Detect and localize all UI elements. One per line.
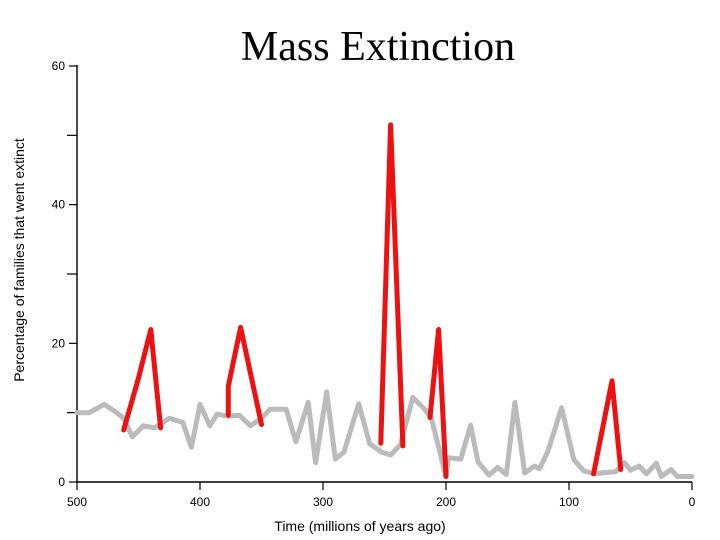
x-tick-label: 300 <box>313 495 333 509</box>
y-tick-label: 20 <box>52 336 66 350</box>
x-tick-label: 400 <box>190 495 210 509</box>
axis-ticks: 0 20 40 60 500 400 300 200 100 0 <box>52 59 696 509</box>
x-tick-label: 100 <box>559 495 579 509</box>
x-tick-label: 500 <box>67 495 87 509</box>
y-tick-label: 0 <box>58 475 65 489</box>
x-axis-label: Time (millions of years ago) <box>274 518 445 534</box>
mass-extinction-line-1 <box>121 327 164 433</box>
y-tick-label: 60 <box>52 59 66 73</box>
mass-extinction-line-4 <box>427 327 449 479</box>
x-tick-label: 200 <box>436 495 456 509</box>
x-tick-label: 0 <box>689 495 696 509</box>
mass-extinction-line-3 <box>378 122 406 449</box>
y-axis-label: Percentage of families that went extinct <box>11 138 27 382</box>
y-tick-label: 40 <box>52 198 66 212</box>
chart-title: Mass Extinction <box>241 24 515 70</box>
mass-extinction-line-2 <box>225 324 264 427</box>
plot-series <box>74 122 695 479</box>
mass-extinction-line-5 <box>591 378 624 477</box>
